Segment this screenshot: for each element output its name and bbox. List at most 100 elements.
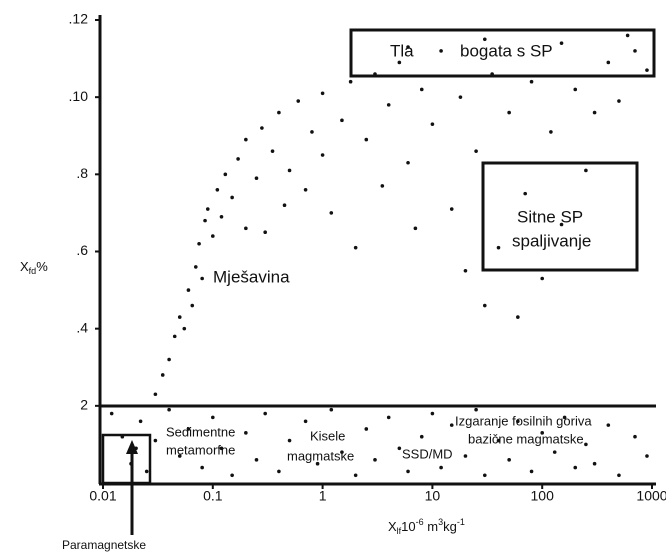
point	[559, 41, 564, 45]
point	[373, 458, 377, 462]
point	[254, 176, 259, 180]
point	[573, 87, 578, 92]
annotation: Paramagnetske	[62, 538, 146, 552]
point	[144, 469, 149, 474]
point	[296, 99, 301, 103]
point	[463, 454, 468, 458]
point	[606, 60, 611, 65]
annotation: Tla	[390, 41, 414, 60]
point	[592, 461, 597, 466]
point	[406, 160, 410, 165]
annotation: spaljivanje	[512, 231, 591, 250]
point	[439, 465, 443, 470]
y-tick-label: .12	[69, 11, 89, 27]
label-part: -6	[416, 517, 424, 527]
point	[458, 95, 463, 99]
point	[277, 469, 281, 474]
label-part: -1	[457, 517, 465, 527]
label-part: 3	[438, 517, 443, 527]
point	[329, 407, 334, 412]
point	[310, 130, 314, 134]
point	[153, 438, 158, 443]
point	[540, 431, 544, 435]
label-part: fd	[29, 266, 37, 276]
point	[606, 423, 611, 427]
point	[282, 203, 287, 207]
annotation: bazične magmatske	[468, 431, 584, 446]
label-part: %	[36, 259, 48, 274]
point	[430, 411, 435, 416]
point	[353, 245, 358, 250]
point	[364, 137, 369, 142]
x-tick-label: 1	[319, 488, 327, 504]
point	[244, 226, 248, 231]
point	[439, 49, 443, 53]
x-tick-label: 10	[425, 488, 441, 504]
point	[329, 211, 334, 215]
point	[205, 207, 210, 211]
point	[430, 122, 435, 126]
region-box	[101, 433, 152, 485]
point	[516, 419, 520, 424]
point	[153, 392, 158, 397]
point	[529, 469, 534, 474]
point	[244, 137, 248, 142]
point	[109, 411, 114, 416]
point	[474, 149, 478, 153]
point	[592, 110, 597, 115]
point	[645, 454, 649, 458]
x-tick-label: 0.01	[89, 488, 116, 504]
point	[230, 195, 234, 200]
annotation: Mješavina	[213, 267, 290, 286]
point	[270, 149, 275, 153]
point	[617, 473, 621, 478]
x-tick-label: 100	[531, 488, 555, 504]
y-tick-label: .8	[76, 165, 88, 181]
point	[584, 442, 588, 447]
point	[277, 110, 281, 115]
point	[496, 245, 501, 250]
label-part: lf	[397, 526, 402, 536]
point	[200, 465, 204, 470]
annotation: Izgaranje fosilnih goriva	[455, 413, 592, 428]
y-tick-label: .4	[76, 319, 88, 335]
label-part: X	[388, 519, 397, 534]
point	[507, 110, 511, 115]
point	[167, 357, 171, 362]
point	[230, 473, 234, 478]
point	[244, 431, 248, 435]
point	[529, 79, 534, 84]
point	[287, 168, 292, 173]
point	[186, 427, 191, 431]
point	[340, 450, 344, 454]
annotation: SSD/MD	[402, 446, 453, 461]
point	[516, 315, 520, 319]
point	[633, 49, 637, 53]
point	[552, 450, 557, 454]
arrow-head	[126, 440, 138, 454]
point	[303, 187, 308, 192]
point	[182, 326, 187, 331]
annotation: Kisele	[310, 428, 345, 443]
y-tick-label: 2	[80, 397, 88, 413]
point	[348, 79, 353, 84]
point	[211, 415, 215, 420]
point	[236, 157, 240, 161]
point	[474, 407, 478, 412]
point	[419, 87, 424, 92]
point	[397, 446, 402, 451]
point	[449, 423, 454, 427]
point	[386, 103, 391, 107]
point	[200, 276, 204, 281]
annotation: Sedimentne	[166, 424, 235, 439]
point	[177, 315, 182, 319]
point	[364, 427, 369, 431]
point	[482, 303, 487, 308]
annotation: Sitne SP	[517, 207, 583, 226]
point	[190, 303, 195, 308]
point	[287, 438, 292, 443]
region-box	[349, 28, 656, 78]
point	[211, 234, 215, 238]
point	[625, 33, 630, 38]
label-part: 10	[401, 519, 415, 534]
